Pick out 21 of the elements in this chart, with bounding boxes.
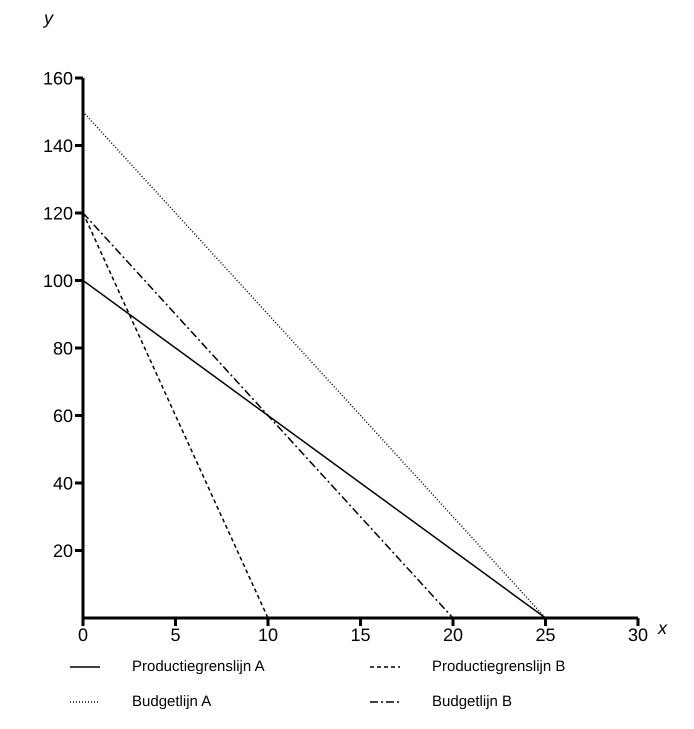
x-tick-label: 30 — [628, 624, 648, 645]
y-tick-label: 60 — [52, 406, 73, 426]
x-tick-label: 25 — [535, 624, 556, 645]
x-tick-label: 0 — [78, 624, 88, 645]
legend-label: Budgetlijn A — [132, 693, 212, 710]
y-tick-label: 80 — [52, 338, 73, 358]
y-tick-label: 160 — [42, 68, 73, 88]
legend-label: Productiegrenslijn B — [432, 658, 566, 675]
y-tick-label: 140 — [42, 136, 73, 156]
y-tick-label: 40 — [52, 473, 73, 494]
y-tick-label: 20 — [52, 540, 73, 561]
y-tick-label: 120 — [42, 203, 73, 224]
x-tick-label: 20 — [442, 624, 464, 645]
legend-label: Budgetlijn B — [432, 693, 512, 710]
y-tick-label: 100 — [42, 270, 73, 291]
x-tick-label: 15 — [350, 624, 371, 645]
x-tick-label: 5 — [170, 624, 181, 645]
legend-label: Productiegrenslijn A — [132, 658, 265, 675]
y-axis-title: y — [44, 8, 53, 29]
x-axis-title: x — [658, 618, 667, 639]
x-tick-label: 10 — [258, 624, 278, 645]
